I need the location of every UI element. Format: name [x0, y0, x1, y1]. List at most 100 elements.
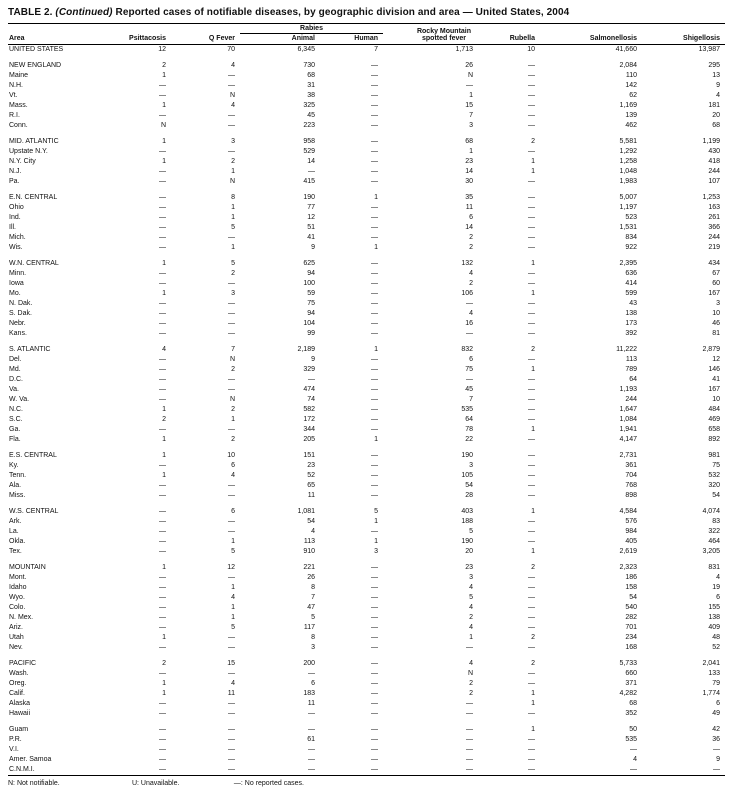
- value-cell: 2: [231, 406, 235, 413]
- value-cell: 234: [625, 634, 637, 641]
- area-cell: MID. ATLANTIC: [9, 138, 59, 145]
- table-row: Wash. — — — — N — 660 133: [8, 669, 725, 679]
- value-cell: —: [159, 548, 166, 555]
- table-title-text: Reported cases of notifiable diseases, b…: [115, 7, 570, 18]
- value-cell: 1,647: [619, 406, 637, 413]
- value-cell: 4: [469, 604, 473, 611]
- value-cell: 94: [307, 270, 315, 277]
- value-cell: —: [371, 736, 378, 743]
- area-cell: Pa.: [9, 178, 20, 185]
- value-cell: 3,205: [702, 548, 720, 555]
- value-cell: —: [371, 726, 378, 733]
- area-cell: C.N.M.I.: [9, 766, 35, 773]
- value-cell: 81: [712, 330, 720, 337]
- footnote-not-notifiable: N: Not notifiable.: [8, 780, 60, 787]
- value-cell: 344: [303, 426, 315, 433]
- value-cell: —: [159, 574, 166, 581]
- value-cell: —: [466, 746, 473, 753]
- value-cell: 1: [231, 416, 235, 423]
- value-cell: 1,774: [702, 690, 720, 697]
- table-row: D.C. — — — — — — 64 41: [8, 375, 725, 385]
- value-cell: 15: [465, 102, 473, 109]
- value-cell: —: [528, 376, 535, 383]
- value-cell: —: [371, 102, 378, 109]
- value-cell: 139: [625, 112, 637, 119]
- table-row: Va. — — 474 — 45 — 1,193 167: [8, 385, 725, 395]
- table-row: Mich. — — 41 — 2 — 834 244: [8, 233, 725, 243]
- value-cell: 2,879: [702, 346, 720, 353]
- value-cell: 11,222: [616, 346, 637, 353]
- value-cell: —: [371, 396, 378, 403]
- value-cell: —: [528, 604, 535, 611]
- value-cell: —: [371, 290, 378, 297]
- table-row: Idaho — 1 8 — 4 — 158 19: [8, 583, 725, 593]
- value-cell: —: [528, 72, 535, 79]
- value-cell: 31: [307, 82, 315, 89]
- value-cell: 200: [303, 660, 315, 667]
- value-cell: 52: [712, 644, 720, 651]
- value-cell: 4: [231, 62, 235, 69]
- table-group: S. ATLANTIC 4 7 2,189 1 832 2 11,222 2,879 Del. — N…: [8, 339, 725, 445]
- value-cell: 138: [625, 310, 637, 317]
- value-cell: 4,282: [619, 690, 637, 697]
- value-cell: —: [528, 396, 535, 403]
- value-cell: —: [159, 356, 166, 363]
- area-cell: Kans.: [9, 330, 27, 337]
- value-cell: 2: [231, 158, 235, 165]
- value-cell: —: [528, 670, 535, 677]
- table-row: Nev. — — 3 — — — 168 52: [8, 643, 725, 653]
- value-cell: —: [528, 214, 535, 221]
- table-row: N.J. — 1 — — 14 1 1,048 244: [8, 167, 725, 177]
- value-cell: 105: [461, 472, 473, 479]
- value-cell: —: [228, 148, 235, 155]
- area-cell: Utah: [9, 634, 24, 641]
- value-cell: —: [159, 300, 166, 307]
- value-cell: —: [159, 224, 166, 231]
- col-header-area: Area: [8, 23, 96, 45]
- value-cell: —: [528, 92, 535, 99]
- value-cell: —: [159, 766, 166, 773]
- value-cell: —: [371, 624, 378, 631]
- value-cell: 4: [231, 594, 235, 601]
- table-row: E.S. CENTRAL 1 10 151 — 190 — 2,731 981: [8, 445, 725, 461]
- value-cell: —: [228, 756, 235, 763]
- table-row: E.N. CENTRAL — 8 190 1 35 — 5,007 1,253: [8, 187, 725, 203]
- value-cell: —: [159, 624, 166, 631]
- value-cell: 106: [461, 290, 473, 297]
- value-cell: —: [228, 670, 235, 677]
- table-row: Calif. 1 11 183—2 1 4,282 1,774: [8, 689, 725, 699]
- area-cell: N. Mex.: [9, 614, 34, 621]
- value-cell: 11: [307, 700, 315, 707]
- value-cell: 832: [461, 346, 473, 353]
- value-cell: 6: [469, 214, 473, 221]
- table-row: N.H. — — 31 — — — 142 9: [8, 81, 725, 91]
- value-cell: 6: [311, 680, 315, 687]
- value-cell: 1: [531, 426, 535, 433]
- value-cell: —: [371, 158, 378, 165]
- value-cell: 2,189: [297, 346, 315, 353]
- value-cell: 205: [303, 436, 315, 443]
- value-cell: 1,199: [702, 138, 720, 145]
- value-cell: 1: [469, 634, 473, 641]
- area-cell: Okla.: [9, 538, 26, 545]
- value-cell: —: [528, 148, 535, 155]
- area-cell: E.N. CENTRAL: [9, 194, 58, 201]
- value-cell: 2,041: [702, 660, 720, 667]
- area-cell: Nev.: [9, 644, 23, 651]
- area-cell: Guam: [9, 726, 29, 733]
- value-cell: 701: [625, 624, 637, 631]
- value-cell: 352: [625, 710, 637, 717]
- value-cell: —: [228, 122, 235, 129]
- value-cell: 65: [307, 482, 315, 489]
- value-cell: 625: [303, 260, 315, 267]
- value-cell: —: [371, 756, 378, 763]
- value-cell: 5: [374, 508, 378, 515]
- footnote-unavailable: U: Unavailable.: [131, 780, 180, 787]
- table-row: S. Dak. — — 94 — 4 — 138 10: [8, 309, 725, 319]
- value-cell: 142: [625, 82, 637, 89]
- value-cell: —: [371, 472, 378, 479]
- value-cell: 910: [303, 548, 315, 555]
- value-cell: 415: [303, 178, 315, 185]
- area-cell: Colo.: [9, 604, 26, 611]
- value-cell: 2,619: [619, 548, 637, 555]
